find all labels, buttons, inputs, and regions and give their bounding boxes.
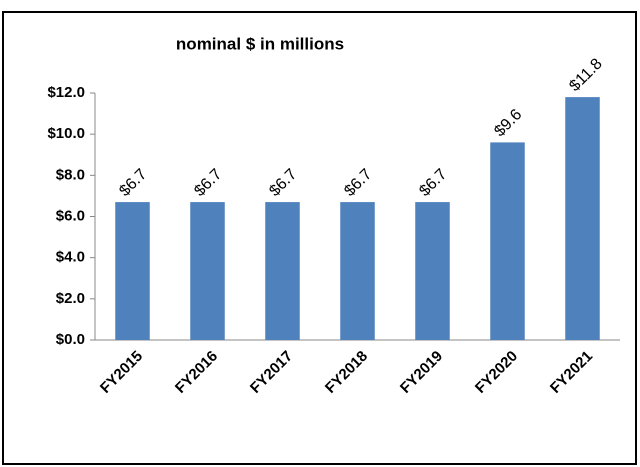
bar [265,202,300,340]
y-tick-label: $4.0 [56,249,85,266]
bar [490,142,525,340]
bar [115,202,150,340]
bar [415,202,450,340]
y-tick-label: $6.0 [56,207,85,224]
y-tick-label: $8.0 [56,166,85,183]
chart-title: nominal $ in millions [176,34,344,53]
y-tick-label: $2.0 [56,290,85,307]
y-tick-label: $10.0 [47,125,85,142]
bar [565,97,600,340]
bar [340,202,375,340]
y-tick-label: $12.0 [47,84,85,101]
y-tick-label: $0.0 [56,331,85,348]
bar [190,202,225,340]
chart-frame [2,11,637,465]
